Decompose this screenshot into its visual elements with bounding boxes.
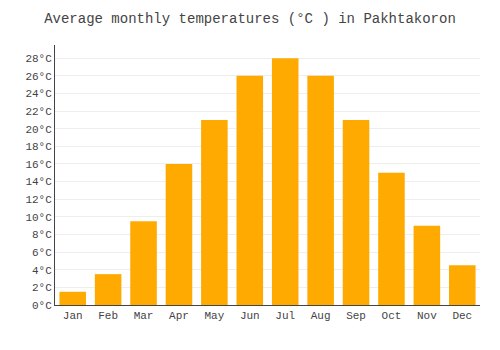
svg-text:Dec: Dec (452, 310, 472, 322)
svg-text:6°C: 6°C (32, 247, 52, 259)
svg-text:Oct: Oct (382, 310, 402, 322)
svg-text:May: May (204, 310, 224, 322)
svg-text:Jan: Jan (63, 310, 83, 322)
svg-text:Aug: Aug (311, 310, 331, 322)
svg-text:Sep: Sep (346, 310, 366, 322)
svg-text:Feb: Feb (98, 310, 118, 322)
svg-text:2°C: 2°C (32, 282, 52, 294)
svg-text:Jul: Jul (275, 310, 295, 322)
svg-text:26°C: 26°C (25, 71, 52, 83)
svg-text:14°C: 14°C (25, 176, 52, 188)
svg-text:Mar: Mar (134, 310, 154, 322)
svg-text:Average monthly temperatures (: Average monthly temperatures (°C ) in Pa… (44, 11, 456, 27)
svg-text:4°C: 4°C (32, 265, 52, 277)
svg-text:Jun: Jun (240, 310, 260, 322)
svg-text:12°C: 12°C (25, 194, 52, 206)
svg-text:Nov: Nov (417, 310, 437, 322)
svg-text:18°C: 18°C (25, 141, 52, 153)
svg-text:8°C: 8°C (32, 229, 52, 241)
svg-text:10°C: 10°C (25, 212, 52, 224)
svg-text:0°C: 0°C (32, 300, 52, 312)
svg-text:20°C: 20°C (25, 124, 52, 136)
svg-text:24°C: 24°C (25, 88, 52, 100)
svg-text:Apr: Apr (169, 310, 189, 322)
svg-text:28°C: 28°C (25, 53, 52, 65)
svg-text:16°C: 16°C (25, 159, 52, 171)
svg-text:22°C: 22°C (25, 106, 52, 118)
